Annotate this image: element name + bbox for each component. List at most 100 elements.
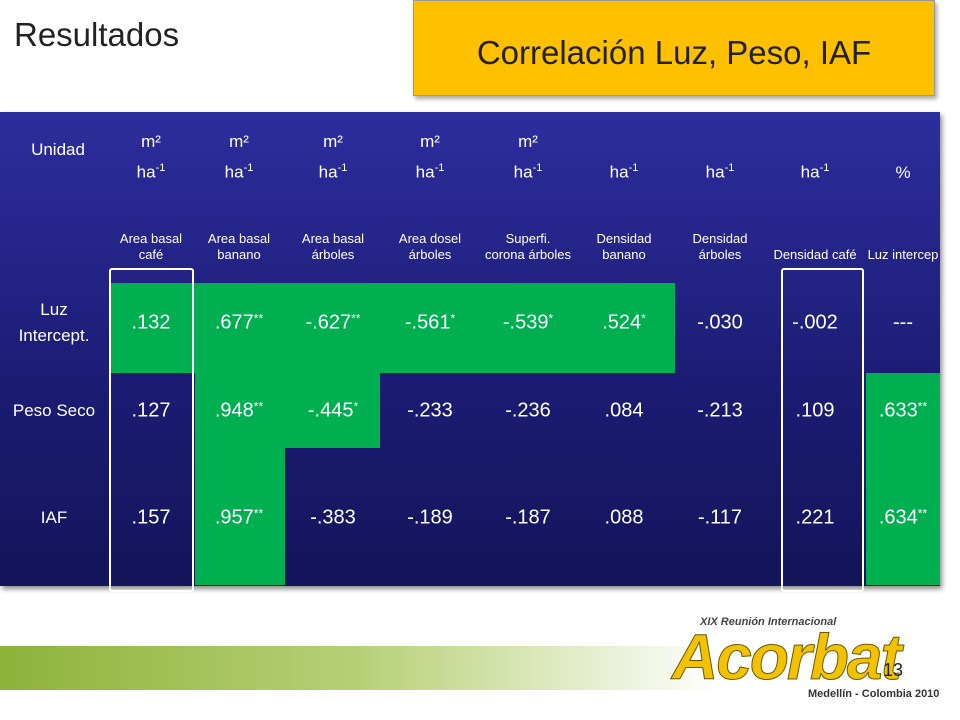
cell-value: -.189 — [407, 506, 453, 529]
cell-value: .633 — [878, 399, 918, 422]
unit-base: ha — [513, 163, 533, 182]
unit-main: m² — [229, 132, 249, 152]
cell: -.002 — [792, 312, 838, 335]
unit-main: % — [895, 163, 911, 182]
cell: .132 — [132, 312, 171, 335]
cell-value: -.117 — [697, 506, 743, 529]
cell-value: -.002 — [792, 311, 838, 334]
variable-name: Densidad árboles — [692, 231, 748, 262]
unit: ha-1 — [610, 155, 639, 186]
cell-value: -.383 — [310, 506, 356, 529]
unit-exp: -1 — [532, 162, 543, 175]
unit-base: ha — [415, 163, 435, 182]
significance: ** — [253, 311, 264, 326]
variable-name: Area basal café — [119, 231, 183, 262]
highlight — [195, 283, 285, 585]
unit-main: m² — [141, 132, 161, 152]
cell-value: .157 — [131, 506, 171, 529]
cell: .948** — [215, 399, 263, 422]
cell: .157 — [132, 507, 171, 530]
cell-value: .088 — [604, 506, 644, 529]
row-label: Peso Seco — [12, 401, 96, 420]
unit-exp: -1 — [155, 162, 166, 175]
row-label: Luz Intercept. — [18, 300, 90, 345]
significance: * — [548, 311, 554, 326]
unit: m² ha-1 — [319, 129, 348, 186]
variable-name: Superfi. corona árboles — [485, 231, 571, 262]
cell-value: -.187 — [505, 506, 551, 529]
cell-value: .221 — [795, 506, 835, 529]
cell-value: .084 — [604, 399, 644, 422]
variable-name: Area dosel árboles — [398, 231, 462, 262]
unit-sub: ha-1 — [416, 155, 445, 186]
unit-sub: ha-1 — [319, 155, 348, 186]
cell-value: .127 — [131, 399, 171, 422]
significance: ** — [351, 311, 361, 326]
unit-main: m² — [420, 132, 440, 152]
variable-name: Luz intercep — [867, 247, 939, 262]
variable-name: Densidad café — [773, 247, 857, 262]
unit-exp: -1 — [628, 162, 639, 175]
unit: m² ha-1 — [514, 129, 543, 186]
cell-value: -.445 — [307, 399, 354, 422]
cell-value: -.539 — [502, 311, 549, 334]
variable-name: Densidad banano — [596, 231, 652, 262]
cell: -.445* — [308, 399, 358, 422]
unit-main: m² — [323, 132, 343, 152]
cell-value: -.233 — [407, 399, 453, 422]
unit-base: ha — [318, 163, 338, 182]
unit: m² ha-1 — [416, 129, 445, 186]
cell-value: .677 — [214, 311, 254, 334]
cell: .957** — [215, 506, 263, 529]
logo-event: XIX Reunión Internacional — [700, 616, 837, 628]
unit-base: ha — [136, 163, 156, 182]
title-box: Correlación Luz, Peso, IAF — [413, 0, 935, 96]
unit-base: ha — [705, 163, 725, 182]
cell: .088 — [605, 507, 644, 530]
slide-title: Resultados — [14, 16, 180, 53]
significance: ** — [917, 399, 928, 414]
cell: -.627** — [306, 311, 361, 334]
unit-main: m² — [518, 132, 538, 152]
cell: -.117 — [698, 507, 742, 530]
box-title: Correlación Luz, Peso, IAF — [476, 34, 872, 71]
cell-value: .957 — [214, 506, 254, 529]
unit-label: Unidad — [31, 140, 85, 159]
unit: ha-1 — [706, 155, 735, 186]
significance: * — [641, 311, 646, 326]
variable-name: Area basal árboles — [301, 231, 365, 262]
highlight — [285, 373, 380, 448]
cell: -.030 — [697, 312, 743, 335]
cell-value: -.236 — [505, 399, 551, 422]
cell: --- — [893, 312, 913, 335]
column-outline — [781, 268, 864, 592]
significance: ** — [253, 506, 264, 521]
unit-sub: ha-1 — [225, 155, 254, 186]
unit-sub: ha-1 — [610, 155, 639, 186]
cell: -.236 — [505, 400, 551, 423]
unit: m² ha-1 — [225, 129, 254, 186]
variable-name: Area basal banano — [207, 231, 271, 262]
cell: -.233 — [407, 400, 453, 423]
cell: .524* — [602, 311, 646, 334]
significance: ** — [917, 506, 928, 521]
unit: m² ha-1 — [137, 129, 166, 186]
unit: % — [895, 160, 910, 186]
unit-sub: ha-1 — [706, 155, 735, 186]
unit-exp: -1 — [243, 162, 254, 175]
cell-value: -.213 — [697, 399, 743, 422]
cell-value: -.561 — [404, 311, 451, 334]
unit-exp: -1 — [434, 162, 445, 175]
cell: .633** — [879, 399, 927, 422]
row-label: IAF — [40, 508, 68, 527]
cell-value: -.627 — [305, 311, 352, 334]
cell-value: .524 — [602, 311, 642, 334]
unit-base: ha — [224, 163, 244, 182]
cell: .109 — [796, 400, 835, 423]
unit-exp: -1 — [819, 162, 830, 175]
cell-value: -.030 — [697, 311, 743, 334]
unit-exp: -1 — [337, 162, 348, 175]
cell-value: .132 — [131, 311, 171, 334]
unit-exp: -1 — [724, 162, 735, 175]
column-outline — [109, 268, 194, 592]
